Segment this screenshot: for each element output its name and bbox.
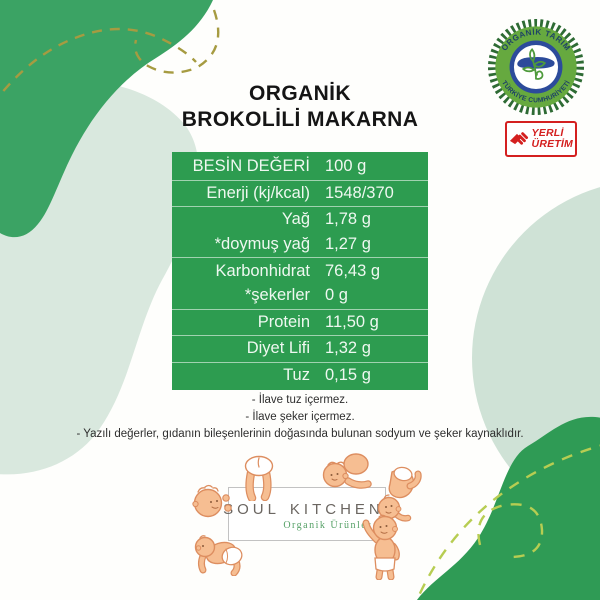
row-label: Enerji (kj/kcal): [206, 183, 310, 202]
brand-word-kitchen: KITCHEN: [289, 500, 384, 518]
yerli-line2: ÜRETİM: [531, 138, 573, 150]
handshake-icon: [509, 132, 529, 145]
product-title: ORGANİK BROKOLİLİ MAKARNA: [0, 81, 600, 133]
header-label: BESİN DEĞERİ: [192, 157, 310, 176]
row-label: Protein: [257, 312, 310, 331]
table-divider: [172, 179, 428, 181]
table-header-row: BESİN DEĞERİ 100 g: [172, 155, 428, 179]
row-label: *şekerler: [244, 286, 310, 305]
note-line-3: - Yazılı değerler, gıdanın bileşenlerini…: [76, 428, 524, 440]
table-row: Karbonhidrat 76,43 g: [172, 259, 428, 283]
brand-word-soul: SOUL: [223, 500, 280, 518]
row-value: 0 g: [325, 286, 348, 305]
organic-farming-seal: ORGANİK TARIM TÜRKİYE CUMHURİYETİ: [487, 18, 585, 116]
row-value: 11,50 g: [325, 312, 379, 331]
table-divider: [172, 206, 428, 207]
dark-green-blob-top-left: [0, 0, 213, 238]
dark-green-blob-bottom-right: [417, 416, 600, 600]
table-row: Enerji (kj/kcal) 1548/370: [172, 181, 428, 205]
note-line-2: - İlave şeker içermez.: [245, 411, 355, 423]
baby-peeking-top-illustration: [322, 453, 372, 489]
title-line-2: BROKOLİLİ MAKARNA: [181, 108, 419, 131]
table-divider: [172, 361, 428, 363]
note-line-1: - İlave tuz içermez.: [251, 394, 349, 406]
table-divider: [172, 257, 428, 259]
nutrition-table: BESİN DEĞERİ 100 g Enerji (kj/kcal) 1548…: [172, 152, 428, 390]
dashed-squiggle-bottom-right: [415, 444, 600, 600]
row-value: 0,15 g: [325, 365, 371, 384]
table-row: Yağ 1,78 g: [172, 208, 428, 232]
brand-logo-box: SOUL KITCHEN ® Organik Ürünler: [223, 487, 391, 541]
yerli-uretim-badge: YERLİ ÜRETİM: [505, 121, 577, 157]
table-row: Protein 11,50 g: [172, 310, 428, 334]
header-value: 100 g: [325, 157, 367, 176]
row-value: 76,43 g: [325, 261, 381, 280]
disclaimer-notes: - İlave tuz içermez. - İlave şeker içerm…: [0, 392, 600, 443]
row-label: *doymuş yağ: [214, 235, 310, 253]
row-value: 1,32 g: [325, 339, 371, 358]
brand-tagline: Organik Ürünler: [283, 520, 372, 531]
table-row: Tuz 0,15 g: [172, 363, 428, 387]
table-divider: [172, 335, 428, 336]
table-row: *şekerler 0 g: [172, 284, 428, 308]
plant-icon: [521, 48, 547, 80]
yerli-line1: YERLİ: [531, 127, 564, 139]
baby-crawling-illustration: [194, 535, 243, 576]
row-value: 1,27 g: [325, 235, 371, 253]
row-label: Karbonhidrat: [215, 261, 310, 280]
row-label: Yağ: [281, 210, 310, 229]
table-row: *doymuş yağ 1,27 g: [172, 233, 428, 257]
table-divider: [172, 308, 428, 310]
row-label: Diyet Lifi: [246, 339, 310, 358]
baby-peeking-left-illustration: [192, 484, 232, 518]
baby-hanging-legs-illustration: [244, 455, 274, 501]
seal-teeth: [487, 18, 585, 116]
baby-standing-waving-illustration: [362, 514, 400, 580]
row-label: Tuz: [283, 365, 310, 384]
title-line-1: ORGANİK: [249, 82, 351, 105]
baby-hanging-right-illustration: [377, 466, 422, 522]
row-value: 1548/370: [325, 183, 394, 202]
dashed-squiggle-top-left: [0, 9, 220, 97]
table-row: Diyet Lifi 1,32 g: [172, 337, 428, 361]
row-value: 1,78 g: [325, 210, 371, 229]
brand-wordmark: SOUL KITCHEN ®: [223, 497, 391, 519]
